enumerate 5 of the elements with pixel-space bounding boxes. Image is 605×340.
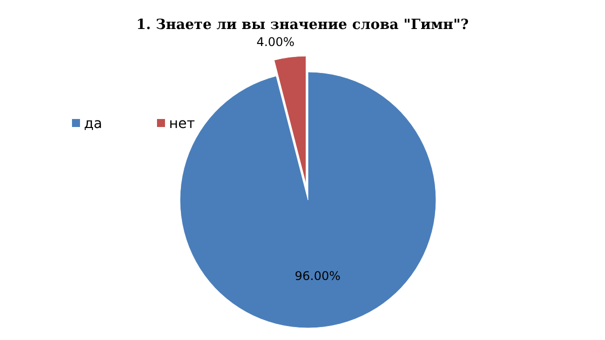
chart-title: 1. Знаете ли вы значение слова "Гимн"? bbox=[136, 17, 469, 33]
data-label: 4.00% bbox=[256, 34, 295, 49]
data-label: 96.00% bbox=[294, 269, 341, 284]
legend-label: нет bbox=[169, 116, 195, 132]
legend-label: да bbox=[84, 116, 102, 132]
